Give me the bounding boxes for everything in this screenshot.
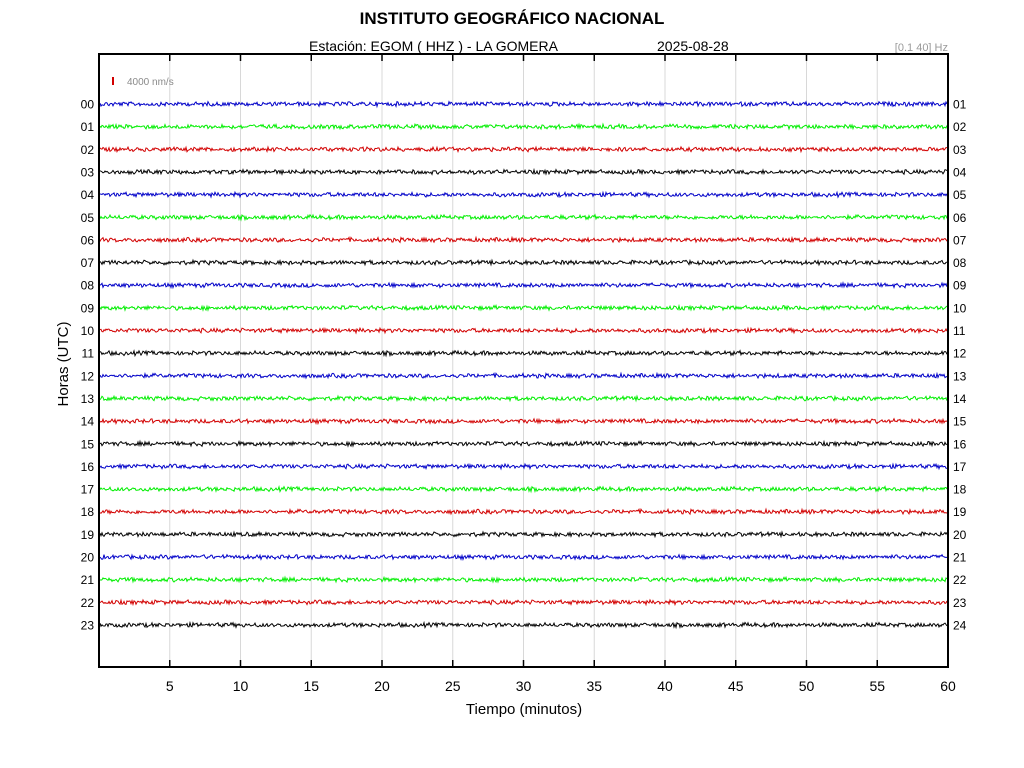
hour-label-left: 17 (81, 483, 95, 497)
hour-label-right: 13 (953, 369, 967, 383)
x-tick-label: 40 (657, 678, 673, 694)
hour-label-right: 19 (953, 505, 967, 519)
filter-band-label: [0.1 40] Hz (894, 42, 948, 54)
trace-line (99, 145, 948, 154)
hour-label-right: 03 (953, 143, 967, 157)
hour-label-left: 21 (81, 573, 95, 587)
hour-label-right: 08 (953, 256, 967, 270)
trace-line (99, 100, 948, 109)
hour-label-right: 12 (953, 347, 967, 361)
hour-label-left: 20 (81, 551, 95, 565)
hour-label-left: 06 (81, 233, 95, 247)
trace-line (99, 462, 948, 471)
hour-label-left: 05 (81, 211, 95, 225)
hour-label-left: 13 (81, 392, 95, 406)
right-hour-labels: 01 02 03 04 05 06 07 08 09 10 11 12 13 14 15 16 17 18 19 20… (953, 98, 967, 633)
hour-label-left: 10 (81, 324, 95, 338)
x-tick-label: 5 (166, 678, 174, 694)
x-axis-ticks: 5 10 15 20 25 30 35 40 45 50 55 60 (166, 54, 956, 694)
hour-label-left: 23 (81, 618, 95, 632)
trace-line (99, 439, 948, 448)
hour-label-left: 04 (81, 188, 95, 202)
x-tick-label: 20 (374, 678, 390, 694)
hour-label-right: 15 (953, 415, 967, 429)
chart-title: INSTITUTO GEOGRÁFICO NACIONAL (359, 9, 665, 28)
x-axis-label: Tiempo (minutos) (466, 701, 582, 718)
hour-label-left: 19 (81, 528, 95, 542)
y-axis-label: Horas (UTC) (55, 321, 72, 406)
hour-label-right: 11 (953, 324, 966, 338)
hour-label-left: 18 (81, 505, 95, 519)
trace-line (99, 530, 948, 539)
hour-label-left: 08 (81, 279, 95, 293)
hour-label-right: 18 (953, 483, 967, 497)
trace-line (99, 280, 948, 290)
x-tick-label: 60 (940, 678, 956, 694)
x-tick-label: 45 (728, 678, 744, 694)
hour-label-right: 02 (953, 120, 967, 134)
date-label: 2025-08-28 (657, 38, 729, 54)
grid-lines (169, 54, 878, 667)
hour-label-right: 09 (953, 279, 967, 293)
hour-label-left: 15 (81, 437, 95, 451)
hour-label-left: 14 (81, 415, 95, 429)
hour-label-left: 07 (81, 256, 95, 270)
hour-label-left: 02 (81, 143, 95, 157)
hour-label-left: 16 (81, 460, 95, 474)
trace-line (99, 349, 948, 358)
scale-bar: 4000 nm/s (112, 77, 174, 88)
hour-label-left: 09 (81, 301, 95, 315)
left-hour-labels: 00 01 02 03 04 05 06 07 08 09 10 11 12 13 14 15 16 17 18 19… (81, 98, 95, 633)
x-tick-label: 15 (303, 678, 319, 694)
hour-label-left: 00 (81, 98, 95, 112)
trace-line (99, 507, 948, 516)
trace-line (99, 303, 948, 312)
trace-line (99, 213, 948, 222)
hour-label-right: 17 (953, 460, 967, 474)
hour-label-right: 06 (953, 211, 967, 225)
trace-line (99, 575, 948, 584)
scale-bar-label: 4000 nm/s (127, 77, 174, 88)
trace-line (99, 122, 948, 131)
x-tick-label: 10 (233, 678, 249, 694)
x-tick-label: 25 (445, 678, 461, 694)
trace-line (99, 326, 948, 335)
hour-label-right: 05 (953, 188, 967, 202)
trace-line (99, 167, 948, 176)
x-tick-label: 35 (586, 678, 602, 694)
hour-label-right: 14 (953, 392, 967, 406)
hour-label-right: 24 (953, 618, 967, 632)
hour-label-right: 23 (953, 596, 967, 610)
trace-line (99, 598, 948, 607)
x-tick-label: 50 (799, 678, 815, 694)
trace-line (99, 235, 948, 244)
x-tick-label: 55 (869, 678, 885, 694)
x-tick-label: 30 (516, 678, 532, 694)
hour-label-left: 22 (81, 596, 95, 610)
hour-label-left: 12 (81, 369, 95, 383)
hour-label-left: 11 (82, 347, 95, 361)
trace-line (99, 417, 948, 426)
trace-line (99, 190, 948, 199)
hour-label-right: 10 (953, 301, 967, 315)
hour-label-right: 01 (953, 98, 967, 112)
hour-label-right: 21 (953, 551, 967, 565)
hour-label-right: 16 (953, 437, 967, 451)
hour-label-right: 07 (953, 233, 967, 247)
hour-label-left: 01 (81, 120, 95, 134)
trace-line (99, 371, 948, 380)
trace-line (99, 258, 948, 267)
seismic-traces (99, 100, 948, 630)
hour-label-left: 03 (81, 165, 95, 179)
hour-label-right: 22 (953, 573, 967, 587)
trace-line (99, 553, 948, 561)
trace-line (99, 485, 948, 494)
hour-label-right: 20 (953, 528, 967, 542)
trace-line (99, 394, 948, 403)
station-label: Estación: EGOM ( HHZ ) - LA GOMERA (309, 38, 558, 54)
trace-line (99, 620, 948, 630)
hour-label-right: 04 (953, 165, 967, 179)
